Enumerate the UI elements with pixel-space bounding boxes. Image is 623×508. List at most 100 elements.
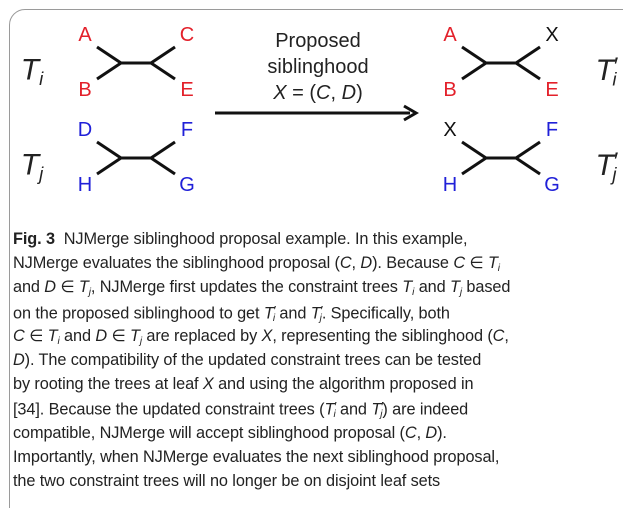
text-run: T (487, 254, 498, 273)
text-run: j (88, 287, 91, 299)
caption-line: Fig. 3 NJMerge siblinghood proposal exam… (13, 230, 468, 248)
leaf-label: H (77, 174, 93, 196)
text-run: , (416, 423, 426, 442)
caption-line: [34]. Because the updated constraint tre… (13, 400, 468, 420)
text-run: T (595, 149, 614, 183)
text-run: ) are indeed (382, 400, 469, 419)
tree-branch (96, 140, 122, 160)
text-run: based (462, 278, 511, 297)
text-run: , NJMerge first updates the constraint t… (90, 278, 403, 297)
tree-branch (150, 61, 176, 81)
caption-line: D). The compatibility of the updated con… (13, 352, 481, 368)
tree-branch (515, 45, 541, 65)
text-run: ′ (273, 302, 277, 318)
text-run: , (330, 82, 342, 104)
text-run: Proposed (275, 30, 361, 52)
caption-line: by rooting the trees at leaf X and using… (13, 375, 474, 394)
tree-drawings (96, 45, 541, 176)
text-run: compatible, NJMerge will accept siblingh… (13, 423, 405, 442)
text-run: ′ (381, 399, 384, 415)
text-run: ′ (613, 53, 619, 81)
text-run: siblinghood (267, 56, 369, 78)
text-run: ). The compatibility of the updated cons… (24, 351, 482, 369)
text-run: , (351, 254, 361, 273)
text-run: C (492, 326, 505, 345)
text-run: ′ (613, 148, 619, 176)
leaf-label: F (545, 119, 559, 141)
text-run: j (459, 287, 462, 299)
text-run: i (612, 68, 617, 90)
text-run: ). Because (372, 254, 454, 273)
caption-line: the two constraint trees will no longer … (13, 473, 440, 489)
tree-branch (515, 140, 541, 160)
text-run: D (95, 326, 108, 345)
text-run: T (402, 278, 413, 297)
text-run: Fig. 3 (13, 230, 55, 248)
leaf-label: B (78, 79, 92, 101)
text-run: ) (356, 82, 363, 104)
tree-name: T′i (596, 53, 619, 90)
text-run: , (504, 326, 509, 345)
text-run: on the proposed siblinghood to get (13, 303, 264, 322)
tree-branch (461, 140, 487, 160)
leaf-label: A (78, 24, 92, 46)
text-run: and (274, 303, 311, 322)
text-run: and (414, 278, 450, 297)
caption-line: C ∈ Ti and D ∈ Tj are replaced by X, rep… (13, 328, 509, 347)
text-run: i (57, 335, 60, 347)
text-run: . Specifically, both (321, 303, 450, 322)
tree-branch (96, 45, 122, 65)
tree-name: Ti (20, 53, 44, 89)
text-run: i (272, 312, 275, 324)
tree-branch (461, 61, 487, 81)
text-run: and (13, 278, 45, 297)
text-run: D (44, 278, 56, 297)
text-run: Importantly, when NJMerge evaluates the … (13, 447, 500, 466)
tree-branch (150, 45, 176, 65)
text-run: T (20, 53, 40, 87)
tree-name: Tj (21, 150, 44, 184)
text-run: are replaced by (141, 326, 262, 345)
text-run: T (78, 278, 89, 297)
tree-branch (96, 61, 122, 81)
text-run: NJMerge evaluates the siblinghood propos… (13, 254, 340, 273)
leaf-label: C (179, 24, 195, 46)
caption-line: NJMerge evaluates the siblinghood propos… (13, 255, 500, 274)
leaf-label: A (443, 24, 457, 46)
text-run: T (310, 303, 321, 322)
tree-branch (150, 140, 176, 160)
text-run: C (316, 82, 331, 104)
text-run: T (47, 326, 58, 345)
text-run: i (497, 263, 500, 275)
text-run: X (202, 375, 214, 394)
leaf-label: X (443, 119, 457, 141)
text-run: D (341, 82, 357, 104)
text-run: D (13, 351, 25, 369)
figure-frame (9, 9, 623, 508)
text-run: T (371, 400, 382, 419)
text-run: = ( (286, 82, 317, 104)
tree-name: T′j (595, 148, 619, 185)
text-run: j (612, 163, 617, 185)
text-run: D (425, 423, 438, 442)
arrow-label: siblinghood (267, 57, 368, 77)
caption-line: compatible, NJMerge will accept siblingh… (13, 423, 447, 442)
tree-branch (461, 45, 487, 65)
text-run: i (39, 67, 44, 89)
leaf-label: G (179, 174, 195, 196)
arrow-label: Proposed (275, 31, 361, 51)
text-run: j (139, 335, 142, 347)
leaf-label: F (180, 119, 194, 141)
text-run: C (404, 423, 417, 442)
leaf-label: B (443, 79, 457, 101)
text-run: and (335, 400, 372, 419)
caption-line: on the proposed siblinghood to get T ′i a… (13, 304, 450, 324)
tree-branch (96, 156, 122, 176)
text-run: j (39, 162, 44, 184)
text-run: T (449, 278, 460, 297)
text-run: X (261, 326, 273, 345)
text-run: j (380, 409, 383, 421)
leaf-label: X (545, 24, 559, 46)
text-run: C (453, 254, 465, 273)
text-run: ∈ (107, 326, 130, 345)
